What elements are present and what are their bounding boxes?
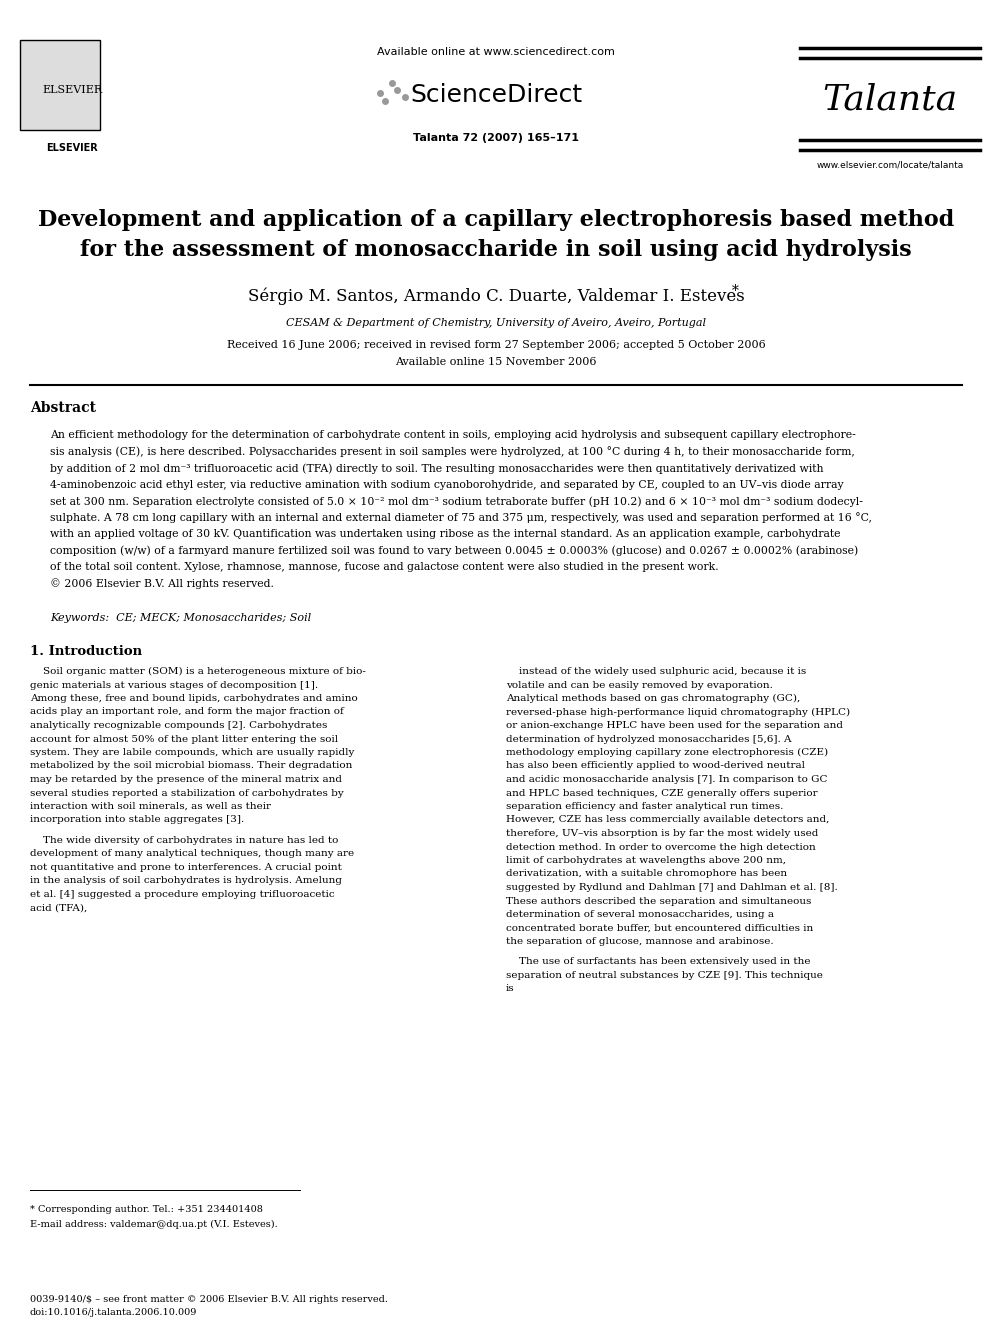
Text: not quantitative and prone to interferences. A crucial point: not quantitative and prone to interferen… (30, 863, 342, 872)
Text: Available online 15 November 2006: Available online 15 November 2006 (395, 357, 597, 366)
Text: therefore, UV–vis absorption is by far the most widely used: therefore, UV–vis absorption is by far t… (506, 830, 818, 837)
Text: www.elsevier.com/locate/talanta: www.elsevier.com/locate/talanta (816, 160, 963, 169)
Text: ELSEVIER: ELSEVIER (46, 143, 98, 153)
Text: in the analysis of soil carbohydrates is hydrolysis. Amelung: in the analysis of soil carbohydrates is… (30, 876, 342, 885)
Text: limit of carbohydrates at wavelengths above 200 nm,: limit of carbohydrates at wavelengths ab… (506, 856, 786, 865)
Text: doi:10.1016/j.talanta.2006.10.009: doi:10.1016/j.talanta.2006.10.009 (30, 1308, 197, 1316)
Text: acids play an important role, and form the major fraction of: acids play an important role, and form t… (30, 708, 344, 717)
Text: for the assessment of monosaccharide in soil using acid hydrolysis: for the assessment of monosaccharide in … (80, 239, 912, 261)
Text: sulphate. A 78 cm long capillary with an internal and external diameter of 75 an: sulphate. A 78 cm long capillary with an… (50, 512, 872, 524)
Text: Talanta: Talanta (822, 83, 957, 116)
Text: Soil organic matter (SOM) is a heterogeneous mixture of bio-: Soil organic matter (SOM) is a heterogen… (30, 667, 366, 676)
Text: has also been efficiently applied to wood-derived neutral: has also been efficiently applied to woo… (506, 762, 805, 770)
Text: ELSEVIER: ELSEVIER (42, 85, 102, 95)
Text: Abstract: Abstract (30, 401, 96, 415)
Text: analytically recognizable compounds [2]. Carbohydrates: analytically recognizable compounds [2].… (30, 721, 327, 730)
Text: metabolized by the soil microbial biomass. Their degradation: metabolized by the soil microbial biomas… (30, 762, 352, 770)
Text: and acidic monosaccharide analysis [7]. In comparison to GC: and acidic monosaccharide analysis [7]. … (506, 775, 827, 785)
Text: volatile and can be easily removed by evaporation.: volatile and can be easily removed by ev… (506, 680, 773, 689)
Text: genic materials at various stages of decomposition [1].: genic materials at various stages of dec… (30, 680, 318, 689)
Text: detection method. In order to overcome the high detection: detection method. In order to overcome t… (506, 843, 815, 852)
Text: Keywords:  CE; MECK; Monosaccharides; Soil: Keywords: CE; MECK; Monosaccharides; Soi… (50, 613, 311, 623)
FancyBboxPatch shape (20, 40, 100, 130)
Text: E-mail address: valdemar@dq.ua.pt (V.I. Esteves).: E-mail address: valdemar@dq.ua.pt (V.I. … (30, 1220, 278, 1229)
Text: development of many analytical techniques, though many are: development of many analytical technique… (30, 849, 354, 859)
Text: However, CZE has less commercially available detectors and,: However, CZE has less commercially avail… (506, 815, 829, 824)
Text: The use of surfactants has been extensively used in the: The use of surfactants has been extensiv… (506, 958, 810, 966)
Text: or anion-exchange HPLC have been used for the separation and: or anion-exchange HPLC have been used fo… (506, 721, 843, 730)
Text: derivatization, with a suitable chromophore has been: derivatization, with a suitable chromoph… (506, 869, 787, 878)
Text: incorporation into stable aggregates [3].: incorporation into stable aggregates [3]… (30, 815, 244, 824)
Text: methodology employing capillary zone electrophoresis (CZE): methodology employing capillary zone ele… (506, 747, 828, 757)
Text: separation of neutral substances by CZE [9]. This technique: separation of neutral substances by CZE … (506, 971, 823, 980)
Text: separation efficiency and faster analytical run times.: separation efficiency and faster analyti… (506, 802, 784, 811)
Text: Talanta 72 (2007) 165–171: Talanta 72 (2007) 165–171 (413, 134, 579, 143)
Text: *: * (732, 284, 739, 298)
Text: Sérgio M. Santos, Armando C. Duarte, Valdemar I. Esteves: Sérgio M. Santos, Armando C. Duarte, Val… (248, 287, 744, 304)
Text: determination of hydrolyzed monosaccharides [5,6]. A: determination of hydrolyzed monosacchari… (506, 734, 792, 744)
Text: ScienceDirect: ScienceDirect (410, 83, 582, 107)
Text: The wide diversity of carbohydrates in nature has led to: The wide diversity of carbohydrates in n… (30, 836, 338, 845)
Text: sis analysis (CE), is here described. Polysaccharides present in soil samples we: sis analysis (CE), is here described. Po… (50, 446, 855, 458)
Text: Development and application of a capillary electrophoresis based method: Development and application of a capilla… (38, 209, 954, 232)
Text: of the total soil content. Xylose, rhamnose, mannose, fucose and galactose conte: of the total soil content. Xylose, rhamn… (50, 562, 718, 572)
Text: composition (w/w) of a farmyard manure fertilized soil was found to vary between: composition (w/w) of a farmyard manure f… (50, 545, 858, 556)
Text: several studies reported a stabilization of carbohydrates by: several studies reported a stabilization… (30, 789, 344, 798)
Text: * Corresponding author. Tel.: +351 234401408: * Corresponding author. Tel.: +351 23440… (30, 1205, 263, 1215)
Text: reversed-phase high-performance liquid chromatography (HPLC): reversed-phase high-performance liquid c… (506, 708, 850, 717)
Text: determination of several monosaccharides, using a: determination of several monosaccharides… (506, 910, 774, 919)
Text: 1. Introduction: 1. Introduction (30, 646, 142, 658)
Text: CESAM & Department of Chemistry, University of Aveiro, Aveiro, Portugal: CESAM & Department of Chemistry, Univers… (286, 318, 706, 328)
Text: the separation of glucose, mannose and arabinose.: the separation of glucose, mannose and a… (506, 937, 774, 946)
Text: is: is (506, 984, 515, 994)
Text: An efficient methodology for the determination of carbohydrate content in soils,: An efficient methodology for the determi… (50, 430, 856, 441)
Text: with an applied voltage of 30 kV. Quantification was undertaken using ribose as : with an applied voltage of 30 kV. Quanti… (50, 529, 840, 538)
Text: These authors described the separation and simultaneous: These authors described the separation a… (506, 897, 811, 905)
Text: et al. [4] suggested a procedure employing trifluoroacetic: et al. [4] suggested a procedure employi… (30, 890, 334, 898)
Text: suggested by Rydlund and Dahlman [7] and Dahlman et al. [8].: suggested by Rydlund and Dahlman [7] and… (506, 882, 838, 892)
Text: may be retarded by the presence of the mineral matrix and: may be retarded by the presence of the m… (30, 775, 342, 785)
Text: instead of the widely used sulphuric acid, because it is: instead of the widely used sulphuric aci… (506, 667, 806, 676)
Text: 4-aminobenzoic acid ethyl ester, via reductive amination with sodium cyanoborohy: 4-aminobenzoic acid ethyl ester, via red… (50, 479, 843, 490)
Text: Available online at www.sciencedirect.com: Available online at www.sciencedirect.co… (377, 48, 615, 57)
Text: Among these, free and bound lipids, carbohydrates and amino: Among these, free and bound lipids, carb… (30, 695, 358, 703)
Text: set at 300 nm. Separation electrolyte consisted of 5.0 × 10⁻² mol dm⁻³ sodium te: set at 300 nm. Separation electrolyte co… (50, 496, 863, 507)
Text: account for almost 50% of the plant litter entering the soil: account for almost 50% of the plant litt… (30, 734, 338, 744)
Text: interaction with soil minerals, as well as their: interaction with soil minerals, as well … (30, 802, 271, 811)
Text: Received 16 June 2006; received in revised form 27 September 2006; accepted 5 Oc: Received 16 June 2006; received in revis… (226, 340, 766, 351)
Text: concentrated borate buffer, but encountered difficulties in: concentrated borate buffer, but encounte… (506, 923, 813, 933)
Text: acid (TFA),: acid (TFA), (30, 904, 87, 913)
Text: and HPLC based techniques, CZE generally offers superior: and HPLC based techniques, CZE generally… (506, 789, 817, 798)
Text: system. They are labile compounds, which are usually rapidly: system. They are labile compounds, which… (30, 747, 354, 757)
Text: © 2006 Elsevier B.V. All rights reserved.: © 2006 Elsevier B.V. All rights reserved… (50, 578, 274, 589)
Text: by addition of 2 mol dm⁻³ trifluoroacetic acid (TFA) directly to soil. The resul: by addition of 2 mol dm⁻³ trifluoroaceti… (50, 463, 823, 474)
Text: 0039-9140/$ – see front matter © 2006 Elsevier B.V. All rights reserved.: 0039-9140/$ – see front matter © 2006 El… (30, 1295, 388, 1304)
Text: Analytical methods based on gas chromatography (GC),: Analytical methods based on gas chromato… (506, 695, 801, 703)
